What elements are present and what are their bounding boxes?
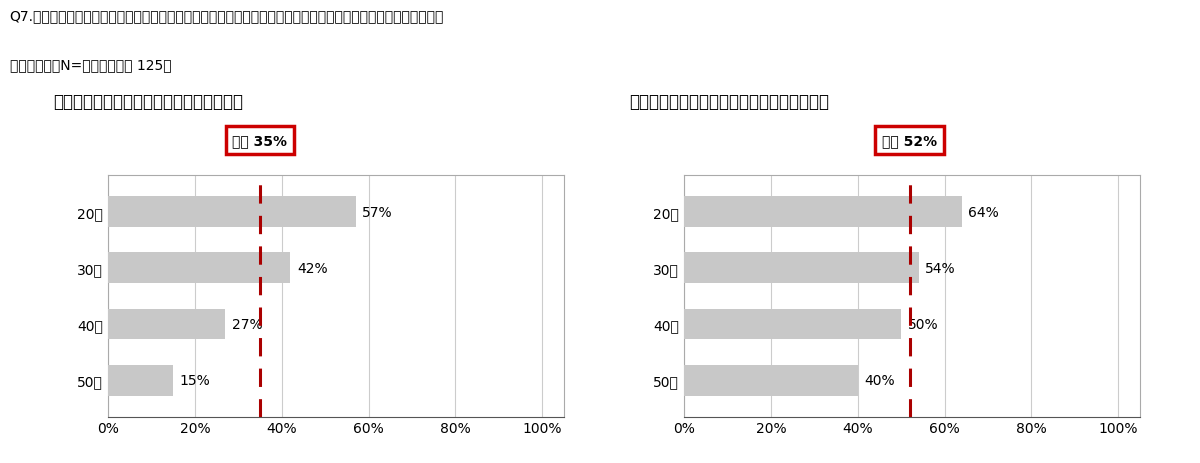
Bar	[684, 197, 962, 228]
Text: 54%: 54%	[925, 261, 955, 275]
Bar	[684, 365, 858, 396]
Text: 全体 52%: 全体 52%	[882, 134, 937, 148]
Bar	[108, 253, 290, 284]
Text: 57%: 57%	[362, 206, 392, 219]
Text: 64%: 64%	[968, 206, 1000, 219]
Text: 50%: 50%	[907, 317, 938, 332]
Text: 42%: 42%	[296, 261, 328, 275]
Bar	[108, 309, 226, 340]
Text: 27%: 27%	[232, 317, 263, 332]
Text: 15%: 15%	[180, 373, 210, 387]
Bar	[108, 197, 355, 228]
Bar	[684, 309, 901, 340]
Text: （単一回答、N=各性別・年代 125）: （単一回答、N=各性別・年代 125）	[10, 58, 172, 72]
Text: 成り行きで決まったルールがある（年代別）: 成り行きで決まったルールがある（年代別）	[629, 93, 829, 111]
Bar	[108, 365, 173, 396]
Text: 全体 35%: 全体 35%	[233, 134, 288, 148]
Text: 話し合いで決めたルールがある（年代別）: 話し合いで決めたルールがある（年代別）	[53, 93, 244, 111]
Bar	[684, 253, 918, 284]
Text: Q7.あなたとパートナーの家事分担には、話し合いで決めたルールや、成り行きで決まったルールはありますか。: Q7.あなたとパートナーの家事分担には、話し合いで決めたルールや、成り行きで決ま…	[10, 9, 444, 23]
Text: 40%: 40%	[864, 373, 895, 387]
